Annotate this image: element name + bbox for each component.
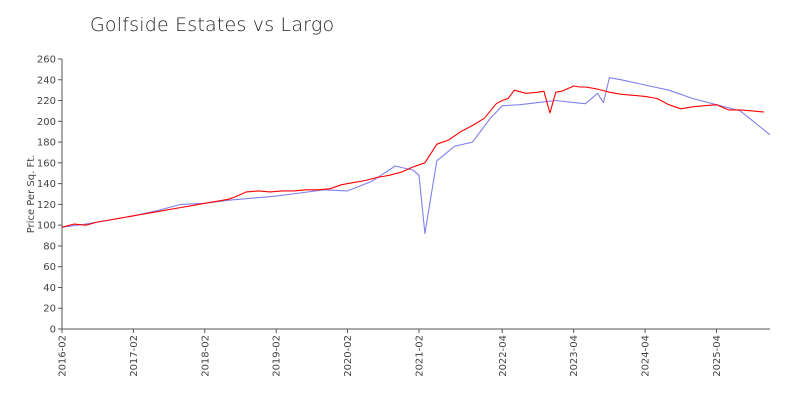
series-line-1 (61, 85, 765, 228)
x-tick-label: 2024-04 (641, 335, 652, 377)
y-tick-label: 260 (37, 55, 56, 66)
x-tick-label: 2016-02 (58, 335, 69, 377)
y-axis-title: Price Per Sq. Ft. (26, 155, 37, 234)
axes (61, 59, 770, 330)
x-tick-label: 2020-02 (343, 335, 354, 377)
y-tick-label: 100 (37, 221, 56, 232)
x-tick-label: 2025-04 (712, 335, 723, 377)
y-tick-label: 40 (43, 283, 56, 294)
chart-title: Golfside Estates vs Largo (90, 14, 335, 36)
y-ticks: 0 20 40 60 80 100 120 140 160 180 200 220 240 260 (37, 55, 62, 336)
y-tick-label: 140 (37, 179, 56, 190)
y-tick-label: 180 (37, 138, 56, 149)
y-tick-label: 160 (37, 158, 56, 169)
x-tick-label: 2022-04 (498, 335, 509, 377)
y-tick-label: 220 (37, 96, 56, 107)
x-tick-label: 2018-02 (200, 335, 211, 377)
y-tick-label: 120 (37, 200, 56, 211)
x-tick-label: 2017-02 (129, 335, 140, 377)
y-tick-label: 240 (37, 75, 56, 86)
x-tick-label: 2019-02 (272, 335, 283, 377)
x-tick-label: 2023-04 (569, 335, 580, 377)
y-tick-label: 0 (50, 325, 56, 336)
x-ticks: 2016-02 2017-02 2018-02 2019-02 2020-02 2021-… (58, 329, 723, 377)
series-layer (61, 77, 771, 235)
y-tick-label: 20 (43, 304, 56, 315)
y-tick-label: 60 (43, 262, 56, 273)
y-tick-label: 80 (43, 241, 56, 252)
y-tick-label: 200 (37, 117, 56, 128)
x-tick-label: 2021-02 (414, 335, 425, 377)
